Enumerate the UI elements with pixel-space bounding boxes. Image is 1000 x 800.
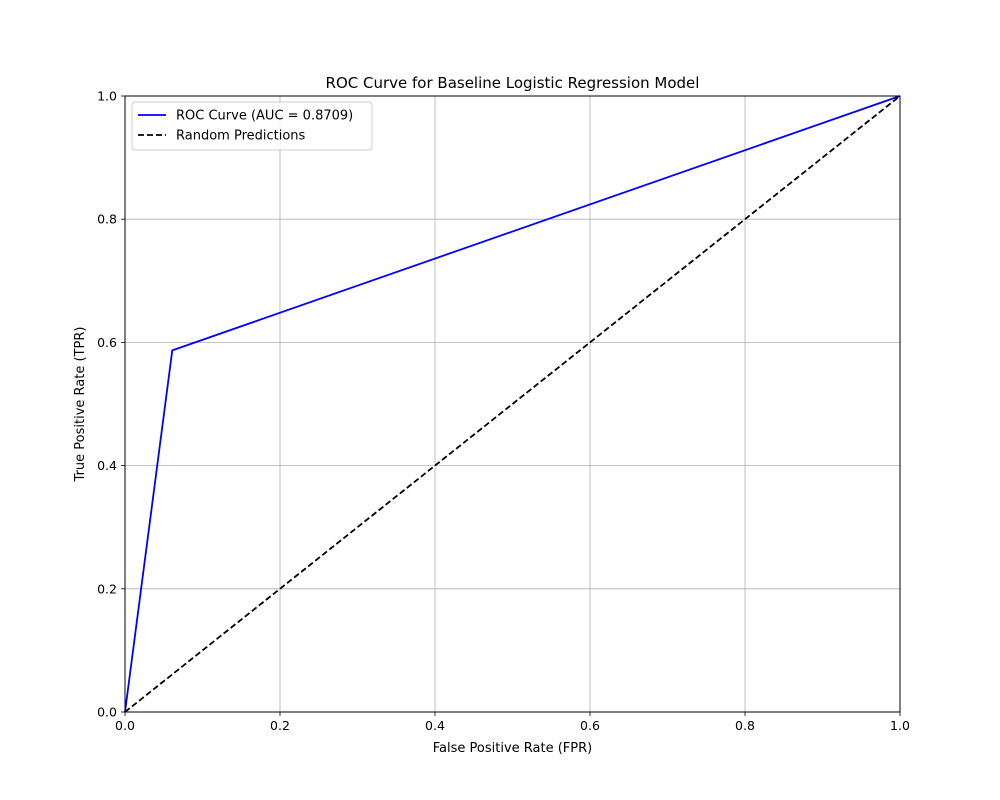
y-tick-label: 0.8 [97,212,117,227]
chart-title: ROC Curve for Baseline Logistic Regressi… [326,74,700,92]
y-tick-label: 0.0 [97,705,117,720]
legend-box [131,101,373,151]
y-axis-label: True Positive Rate (TPR) [73,327,88,483]
plot-frame [124,95,901,713]
x-tick-label: 0.4 [425,718,445,733]
x-tick-label: 0.2 [270,718,290,733]
x-axis-label: False Positive Rate (FPR) [433,741,592,756]
y-tick-label: 0.2 [97,581,117,596]
axis-ticks: 0.0 0.2 0.4 0.6 0.8 1.0 0.0 0.2 0.4 0.6 0.8 1.0 [97,89,910,734]
roc-curve-line [124,95,901,713]
legend-label-random-predictions: Random Predictions [176,129,306,144]
x-tick-label: 0.0 [115,718,135,733]
grid [124,95,901,713]
y-tick-label: 0.6 [97,335,117,350]
random-predictions-line [124,95,901,713]
y-tick-label: 0.4 [97,458,117,473]
legend: ROC Curve (AUC = 0.8709) Random Predicti… [131,101,373,151]
y-tick-label: 1.0 [97,89,117,104]
plot-series [124,95,901,713]
legend-label-roc-curve: ROC Curve (AUC = 0.8709) [176,109,353,124]
x-tick-label: 0.6 [580,718,600,733]
x-tick-label: 1.0 [890,718,910,733]
x-tick-label: 0.8 [735,718,755,733]
